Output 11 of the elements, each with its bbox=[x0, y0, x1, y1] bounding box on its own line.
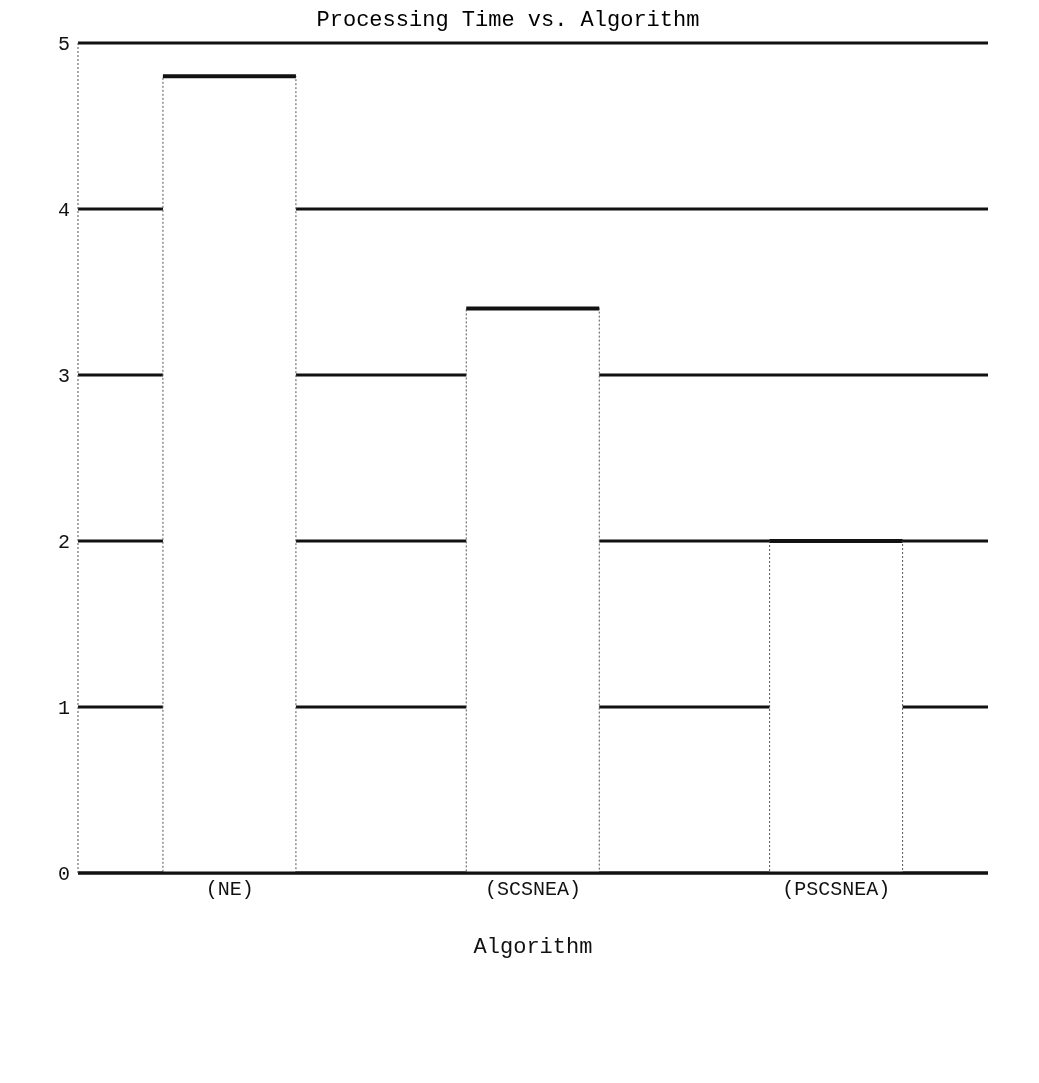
y-tick-label: 3 bbox=[57, 365, 70, 389]
y-tick-label: 0 bbox=[57, 863, 70, 887]
x-tick-label: (PSCSNEA) bbox=[782, 878, 891, 902]
y-tick-label: 2 bbox=[57, 531, 70, 555]
x-axis-title: Algorithm bbox=[473, 935, 593, 960]
chart-title: Processing Time vs. Algorithm bbox=[315, 8, 701, 33]
y-tick-label: 5 bbox=[57, 33, 70, 57]
y-tick-label: 1 bbox=[57, 697, 70, 721]
x-tick-label: (SCSNEA) bbox=[484, 878, 582, 902]
y-tick-label: 4 bbox=[57, 199, 70, 223]
x-tick-label: (NE) bbox=[205, 878, 254, 902]
